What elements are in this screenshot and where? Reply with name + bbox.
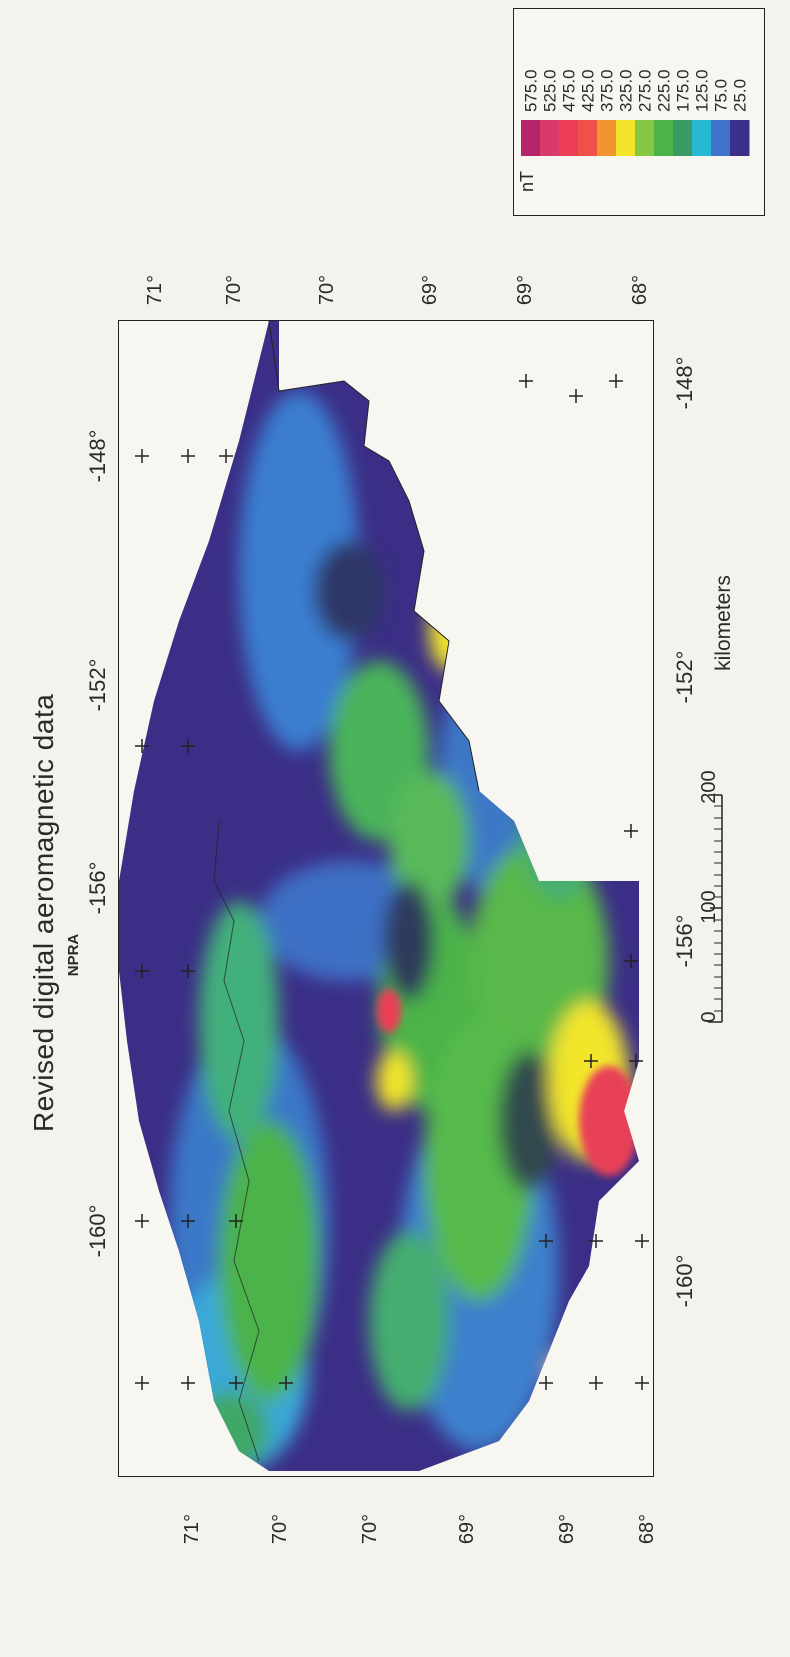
- figure-title: Revised digital aeromagnetic data: [28, 693, 59, 1132]
- graticule-crosses: [135, 374, 649, 1390]
- color-legend: [513, 8, 765, 216]
- lat-right-label-70b: 70°: [316, 274, 338, 306]
- coastline-west: [213, 820, 260, 1462]
- coastline-east: [268, 321, 480, 792]
- legend-value-label: 175.0: [674, 69, 693, 112]
- legend-value-label: 425.0: [579, 69, 598, 112]
- lat-left-label-69b: 69°: [556, 1513, 578, 1545]
- legend-swatch: [597, 120, 617, 156]
- scale-unit-label: kilometers: [712, 575, 735, 671]
- legend-swatch: [673, 120, 693, 156]
- lon-top-label-152: -152°: [85, 658, 110, 712]
- lat-right-label-69a: 69°: [419, 274, 441, 306]
- figure-subtitle: NPRA: [65, 933, 82, 977]
- lon-top-label-156: -156°: [85, 861, 110, 915]
- legend-value-label: 75.0: [712, 79, 731, 112]
- legend-swatch: [711, 120, 731, 156]
- scale-label-200: 200: [698, 770, 720, 804]
- lon-bottom-label-160: -160°: [672, 1254, 697, 1308]
- lat-left-label-71: 71°: [181, 1513, 203, 1545]
- legend-value-label: 525.0: [541, 69, 560, 112]
- legend-swatch: [616, 120, 636, 156]
- legend-value-label: 275.0: [636, 69, 655, 112]
- lat-right-label-70a: 70°: [223, 274, 245, 306]
- lat-right-label-71: 71°: [144, 274, 166, 306]
- lon-bottom-label-156: -156°: [672, 914, 697, 968]
- legend-value-label: 575.0: [522, 69, 541, 112]
- legend-value-label: 25.0: [731, 79, 750, 112]
- legend-value-label: 125.0: [693, 69, 712, 112]
- legend-value-label: 325.0: [617, 69, 636, 112]
- aeromagnetic-map-image: [119, 321, 649, 1471]
- lon-top-label-148: -148°: [85, 429, 110, 483]
- aeromagnetic-map: [118, 320, 654, 1477]
- legend-value-label: 375.0: [598, 69, 617, 112]
- legend-value-label: 225.0: [655, 69, 674, 112]
- lat-right-label-68: 68°: [629, 274, 651, 306]
- lon-top-label-160: -160°: [85, 1204, 110, 1258]
- lat-left-label-69a: 69°: [456, 1513, 478, 1545]
- legend-swatch: [692, 120, 712, 156]
- legend-swatch: [559, 120, 579, 156]
- scale-bar: [708, 794, 723, 1023]
- legend-swatch: [730, 120, 750, 156]
- lat-left-label-70b: 70°: [359, 1513, 381, 1545]
- legend-swatch: [540, 120, 560, 156]
- scale-label-100: 100: [698, 890, 720, 924]
- lon-bottom-label-152: -152°: [672, 650, 697, 704]
- legend-swatch: [635, 120, 655, 156]
- scale-label-0: 0: [698, 1011, 720, 1023]
- legend-swatch: [521, 120, 541, 156]
- legend-unit-label: nT: [517, 171, 537, 192]
- legend-value-label: 475.0: [560, 69, 579, 112]
- lat-left-label-68: 68°: [636, 1513, 658, 1545]
- legend-colorbar: 575.0 525.0 475.0 425.0 375.0 325.0 275.0 225.0…: [517, 69, 750, 192]
- lon-bottom-label-148: -148°: [672, 356, 697, 410]
- legend-swatch: [654, 120, 674, 156]
- lat-right-label-69b: 69°: [514, 274, 536, 306]
- legend-swatch: [578, 120, 598, 156]
- lat-left-label-70a: 70°: [269, 1513, 291, 1545]
